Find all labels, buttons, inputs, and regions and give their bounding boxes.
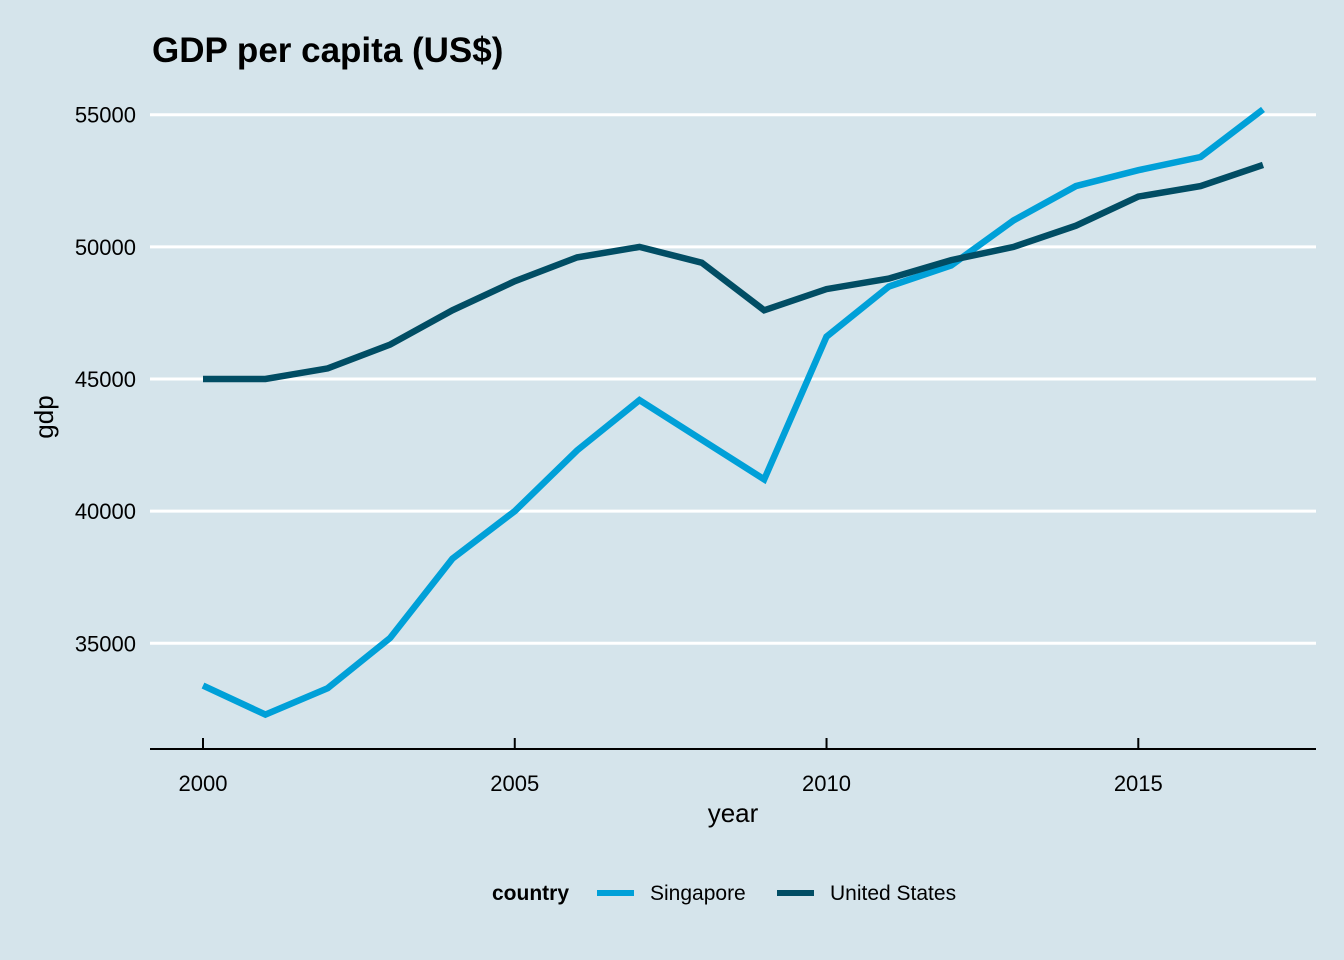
legend-label-united-states: United States (830, 882, 956, 905)
x-tick-label: 2010 (802, 771, 851, 796)
chart-title: GDP per capita (US$) (152, 31, 503, 70)
x-tick-label: 2005 (490, 771, 539, 796)
y-tick-label: 45000 (75, 367, 136, 392)
x-tick-label: 2000 (179, 771, 228, 796)
y-tick-label: 50000 (75, 235, 136, 260)
legend: country Singapore United States (492, 882, 956, 905)
legend-label-singapore: Singapore (650, 882, 746, 905)
series-line-singapore (201, 106, 1265, 719)
y-axis-title: gdp (29, 395, 59, 438)
y-tick-label: 55000 (75, 103, 136, 128)
x-axis-title: year (708, 798, 759, 828)
series-lines (201, 106, 1265, 719)
y-axis-ticks: 35000 40000 45000 50000 55000 (75, 103, 136, 657)
series-line-united-states (203, 161, 1265, 383)
y-tick-label: 40000 (75, 499, 136, 524)
legend-title: country (492, 882, 569, 905)
gridlines (150, 113, 1316, 645)
y-tick-label: 35000 (75, 631, 136, 656)
x-tick-label: 2015 (1114, 771, 1163, 796)
x-axis-ticks: 2000 2005 2010 2015 (179, 738, 1163, 796)
